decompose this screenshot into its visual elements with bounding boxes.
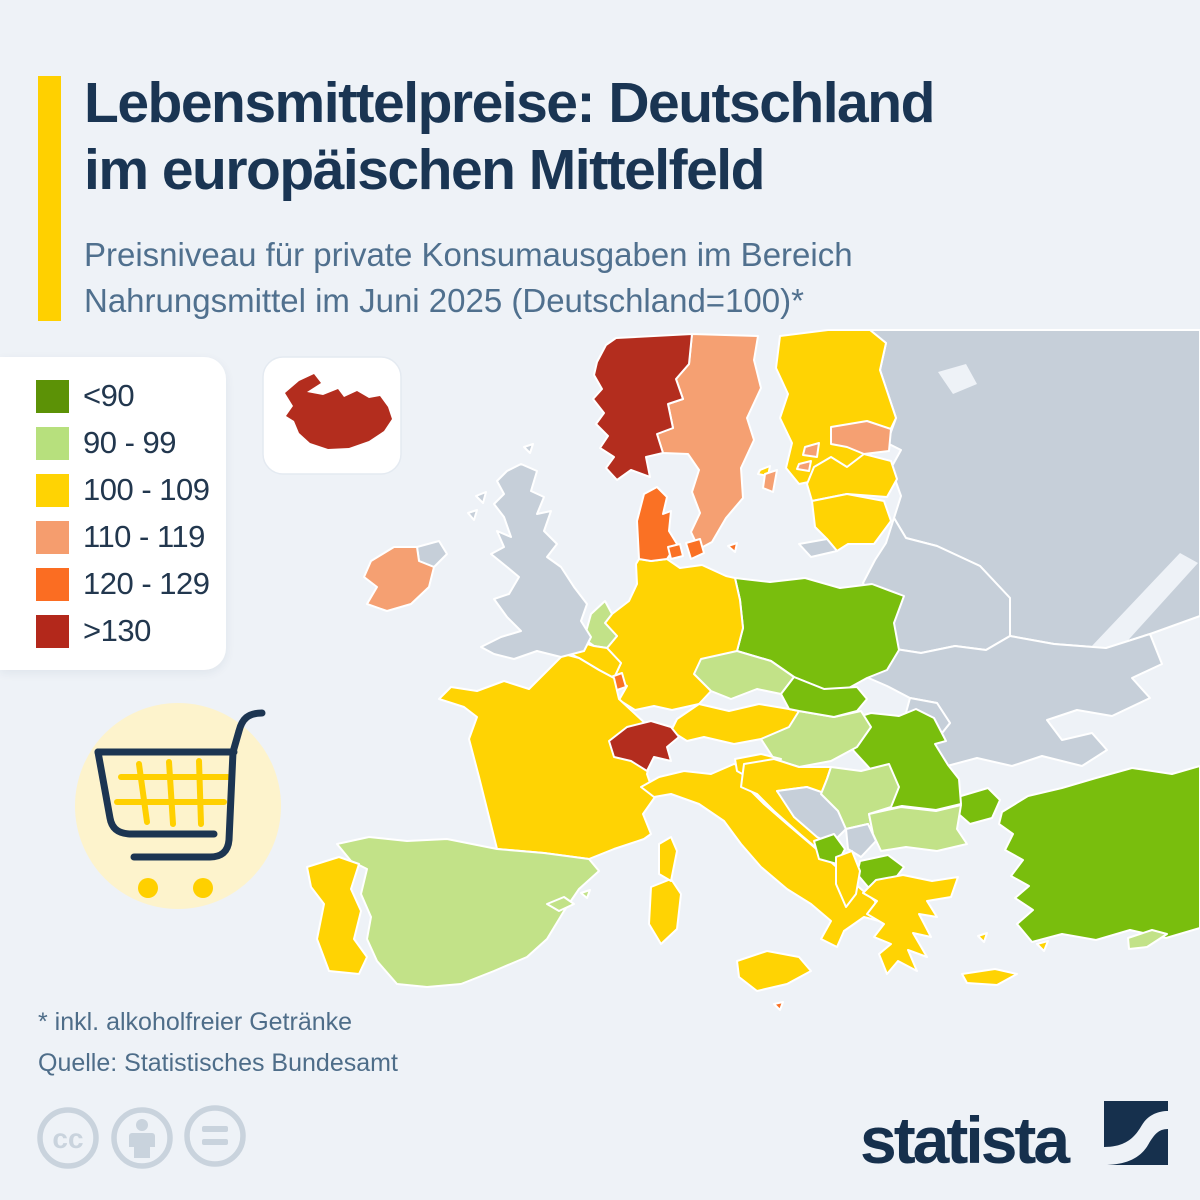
country-sweden-gotland (762, 469, 778, 493)
footnote-text: * inkl. alkoholfreier Getränke (38, 1008, 353, 1036)
country-slovakia (780, 676, 868, 718)
country-malta (773, 1001, 784, 1011)
legend-row: 100 - 109 (36, 472, 226, 508)
country-austria (670, 703, 800, 745)
legend-label-120-129: 120 - 129 (83, 566, 210, 601)
country-spain-menorca (580, 889, 591, 899)
country-ireland (363, 546, 435, 612)
country-spain (336, 836, 600, 988)
country-uk-hebrides-2 (467, 509, 478, 521)
country-greece-crete (961, 968, 1018, 986)
page-title: Lebensmittelpreise: Deutschland im europ… (84, 70, 935, 204)
country-denmark-jutland (636, 486, 678, 562)
title-line-1: Lebensmittelpreise: Deutschland (84, 71, 935, 135)
legend-swatch-lt90 (36, 379, 69, 413)
legend-swatch-gt130 (36, 614, 69, 648)
no-derivatives-equals-icon (184, 1105, 246, 1167)
cart-wheel-right-icon (193, 878, 213, 898)
country-czechia (693, 650, 795, 700)
country-kosovo (845, 823, 877, 858)
legend-label-lt90: <90 (83, 378, 135, 413)
legend-label-90-99: 90 - 99 (83, 425, 177, 460)
legend-label-110-119: 110 - 119 (83, 519, 205, 554)
country-russia-kaliningrad (798, 538, 838, 558)
country-france-corsica (658, 836, 678, 882)
title-accent-bar (38, 76, 61, 321)
country-italy-sicily (736, 950, 812, 992)
country-uk-shetland (523, 443, 534, 454)
title-line-2: im europäischen Mittelfeld (84, 138, 765, 202)
legend-row: >130 (36, 613, 226, 649)
country-norway (592, 333, 693, 481)
subtitle-line-1: Preisniveau für private Konsumausgaben i… (84, 236, 853, 273)
legend-label-gt130: >130 (83, 613, 151, 648)
statista-logo-text: statista (860, 1103, 1070, 1177)
footnote-block: * inkl. alkoholfreier Getränke Quelle: S… (38, 1002, 398, 1084)
iceland-inset (262, 356, 402, 475)
cc-glyph: cc (52, 1123, 83, 1154)
map-legend: <90 90 - 99 100 - 109 110 - 119 120 - 12… (0, 357, 226, 670)
legend-label-100-109: 100 - 109 (83, 472, 210, 507)
lake-east (1090, 553, 1198, 658)
country-lithuania (811, 493, 892, 552)
lake-ladoga (938, 364, 977, 394)
country-italy-sardinia (648, 878, 682, 945)
source-text: Quelle: Statistisches Bundesamt (38, 1049, 398, 1077)
country-greece (862, 874, 959, 975)
shopping-cart-illustration (75, 703, 281, 909)
country-albania (835, 850, 861, 908)
legend-row: <90 (36, 378, 226, 414)
cart-grid-icon (114, 758, 231, 827)
person-glyph (129, 1119, 155, 1158)
cart-outline-icon (94, 709, 266, 861)
country-denmark-funen (667, 543, 684, 560)
legend-row: 90 - 99 (36, 425, 226, 461)
subtitle-line-2: Nahrungsmittel im Juni 2025 (Deutschland… (84, 282, 804, 319)
country-uk-hebrides (475, 491, 487, 504)
country-greece-aegean-island (977, 932, 988, 943)
country-denmark-bornholm (727, 542, 738, 553)
country-turkey (998, 765, 1200, 943)
cc-icon (37, 1107, 99, 1169)
country-cyprus (1127, 929, 1168, 950)
legend-swatch-90-99 (36, 426, 69, 460)
legend-swatch-100-109 (36, 473, 69, 507)
legend-swatch-120-129 (36, 567, 69, 601)
page-subtitle: Preisniveau für private Konsumausgaben i… (84, 232, 853, 324)
legend-row: 110 - 119 (36, 519, 226, 555)
country-spain-mallorca (546, 896, 575, 912)
country-greece-rhodes (1036, 940, 1049, 952)
country-denmark-zealand (685, 538, 705, 560)
country-iceland (285, 374, 392, 449)
country-switzerland (608, 720, 680, 772)
country-estonia-saaremaa (802, 442, 820, 458)
equals-glyph (202, 1126, 228, 1145)
creative-commons-icons: cc (37, 1105, 246, 1169)
legend-row: 120 - 129 (36, 566, 226, 602)
statista-logo-icon (1104, 1101, 1168, 1165)
cart-wheel-left-icon (138, 878, 158, 898)
country-portugal (306, 856, 368, 975)
country-latvia (806, 453, 898, 502)
country-united-kingdom (480, 463, 592, 660)
legend-swatch-110-119 (36, 520, 69, 554)
country-estonia (830, 420, 892, 455)
country-estonia-hiiumaa (796, 460, 812, 472)
country-bulgaria (868, 804, 968, 852)
attribution-person-icon (111, 1107, 173, 1169)
